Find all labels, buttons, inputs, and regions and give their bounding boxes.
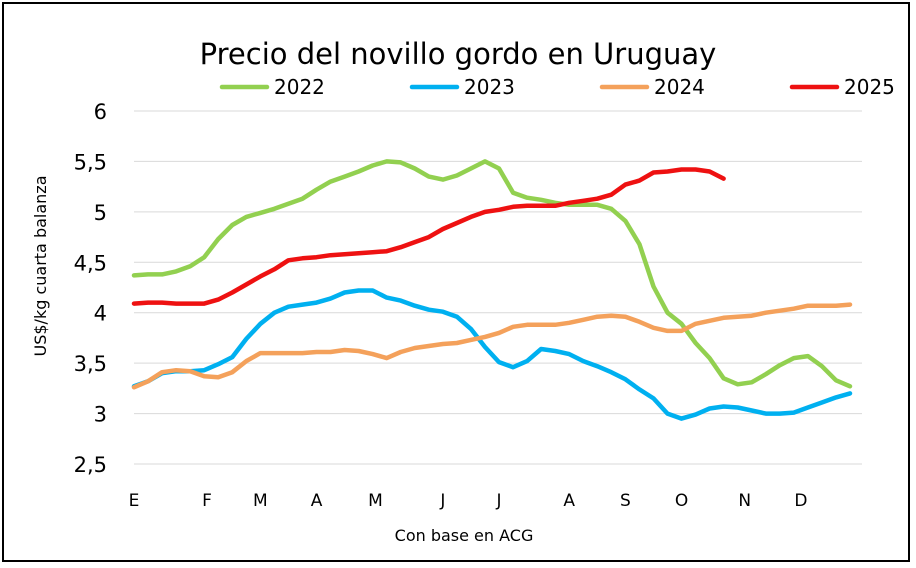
x-tick-label: N <box>738 491 751 511</box>
x-tick-label: J <box>496 491 502 511</box>
series-line-2022 <box>131 159 853 389</box>
series-line-2024 <box>131 302 853 390</box>
series-line-2025 <box>131 167 726 306</box>
x-axis-label: Con base en ACG <box>395 526 534 545</box>
legend-label-2023: 2023 <box>464 75 515 99</box>
x-tick-label: A <box>311 491 323 511</box>
y-tick-label: 2,5 <box>74 453 107 477</box>
series-lines <box>131 159 853 421</box>
x-tick-label: E <box>129 491 140 511</box>
x-tick-label: A <box>563 491 575 511</box>
x-tick-label: S <box>620 491 631 511</box>
legend-label-2024: 2024 <box>654 75 705 99</box>
chart-frame: Precio del novillo gordo en Uruguay 2022… <box>2 2 910 562</box>
line-chart: Precio del novillo gordo en Uruguay 2022… <box>31 37 895 545</box>
y-tick-label: 4,5 <box>74 251 107 275</box>
x-tick-label: J <box>439 491 445 511</box>
y-tick-label: 4 <box>94 302 107 326</box>
x-tick-label: F <box>202 491 212 511</box>
x-tick-label: D <box>794 491 807 511</box>
x-tick-label: M <box>253 491 268 511</box>
legend: 2022 2023 2024 2025 <box>219 75 895 99</box>
y-tick-label: 5 <box>94 201 107 225</box>
legend-label-2022: 2022 <box>274 75 325 99</box>
legend-label-2025: 2025 <box>844 75 895 99</box>
gridlines <box>134 110 862 465</box>
y-tick-label: 5,5 <box>74 150 107 174</box>
y-tick-label: 6 <box>94 100 107 124</box>
chart-title: Precio del novillo gordo en Uruguay <box>200 37 717 71</box>
x-tick-label: O <box>675 491 688 511</box>
y-tick-label: 3 <box>94 403 107 427</box>
series-line-2023 <box>131 288 853 421</box>
x-tick-label: M <box>368 491 383 511</box>
y-axis-label: US$/kg cuarta balanza <box>31 176 50 357</box>
y-axis-ticks: 2,5 3 3,5 4 4,5 5 5,5 6 <box>74 100 107 477</box>
y-tick-label: 3,5 <box>74 352 107 376</box>
